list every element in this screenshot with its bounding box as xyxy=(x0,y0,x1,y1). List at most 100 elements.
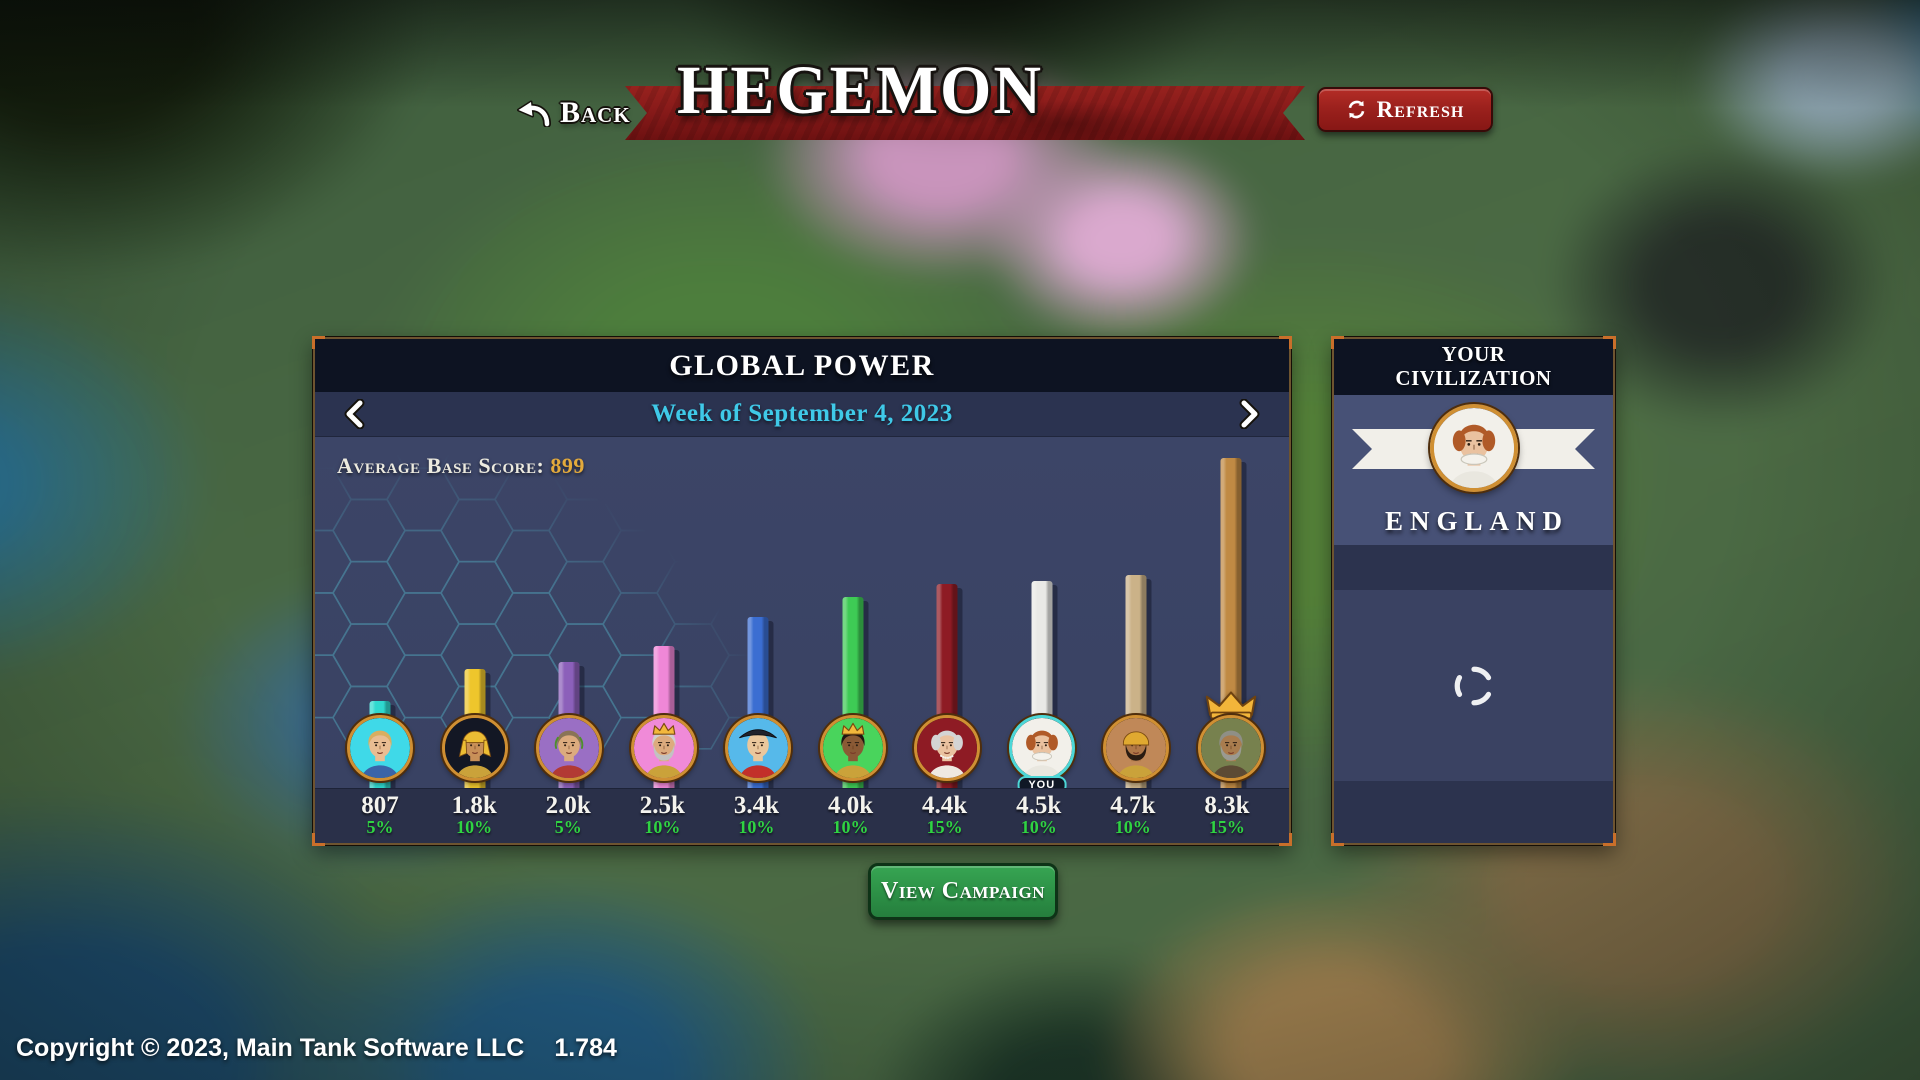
corner-accent xyxy=(1603,833,1616,846)
score-value: 8.3k xyxy=(1204,792,1250,819)
corner-accent xyxy=(1331,336,1344,349)
leader-column xyxy=(806,437,901,788)
leader-column xyxy=(522,437,617,788)
chevron-left-icon xyxy=(344,398,365,430)
leader-column xyxy=(617,437,712,788)
score-value: 2.5k xyxy=(639,792,685,819)
leader-column xyxy=(333,437,428,788)
average-score-value: 899 xyxy=(550,453,585,478)
leader-column xyxy=(428,437,523,788)
score-value: 807 xyxy=(361,792,399,819)
refresh-button-label: Refresh xyxy=(1376,96,1465,122)
score-band: 807 5% 1.8k 10% 2.0k 5% 2.5k 10% 3.4k 10… xyxy=(315,788,1289,843)
copyright-label: Copyright © 2023, Main Tank Software LLC xyxy=(16,1034,525,1062)
england-banner xyxy=(1334,404,1613,492)
leader-columns: YOU xyxy=(333,437,1278,788)
corner-accent xyxy=(1279,833,1292,846)
score-growth: 10% xyxy=(738,817,775,837)
previous-week-button[interactable] xyxy=(339,397,373,431)
leader-score: 807 5% xyxy=(333,792,427,843)
banner-ribbon-left xyxy=(1352,429,1440,469)
score-growth: 10% xyxy=(456,817,493,837)
leader-score: 1.8k 10% xyxy=(427,792,521,843)
score-growth: 15% xyxy=(1208,817,1245,837)
loading-spinner-icon xyxy=(1454,666,1491,705)
title-ribbon xyxy=(625,86,1305,140)
corner-accent xyxy=(1331,833,1344,846)
score-value: 4.4k xyxy=(922,792,968,819)
your-civilization-panel: YOUR CIVILIZATION ENGLAND xyxy=(1331,336,1616,846)
back-button-label: Back xyxy=(560,96,631,129)
next-week-button[interactable] xyxy=(1231,397,1265,431)
leader-portrait[interactable] xyxy=(819,715,886,781)
civilization-header: YOUR CIVILIZATION xyxy=(1334,339,1613,395)
leader-score: 2.5k 10% xyxy=(615,792,709,843)
corner-accent xyxy=(1279,336,1292,349)
england-leader-portrait xyxy=(1429,404,1518,492)
score-growth: 10% xyxy=(1114,817,1151,837)
back-button[interactable]: Back xyxy=(516,96,631,130)
leader-column: YOU xyxy=(995,437,1090,788)
panel-header: GLOBAL POWER xyxy=(315,339,1289,392)
score-value: 3.4k xyxy=(733,792,779,819)
score-growth: 5% xyxy=(366,817,394,837)
leader-column xyxy=(1184,437,1279,788)
banner-ribbon-right xyxy=(1507,429,1595,469)
leader-portrait[interactable] xyxy=(914,715,981,781)
panel-divider xyxy=(1334,545,1613,590)
global-power-panel: GLOBAL POWER Week of September 4, 2023 xyxy=(312,336,1292,846)
power-chart: Average Base Score: 899 xyxy=(315,437,1289,788)
back-arrow-icon xyxy=(517,100,551,127)
score-growth: 10% xyxy=(644,817,681,837)
leader-score: 4.5k 10% xyxy=(992,792,1086,843)
copyright-text: Copyright © 2023, Main Tank Software LLC… xyxy=(16,1034,617,1063)
leader-portrait[interactable] xyxy=(347,715,414,781)
leader-portrait[interactable] xyxy=(725,715,792,781)
corner-accent xyxy=(312,833,325,846)
version-number: 1.784 xyxy=(554,1034,617,1062)
civilization-info: ENGLAND xyxy=(1334,395,1613,545)
leader-score: 4.7k 10% xyxy=(1086,792,1180,843)
civilization-header-label: YOUR CIVILIZATION xyxy=(1395,342,1552,390)
leader-portrait[interactable] xyxy=(630,715,697,781)
score-value: 2.0k xyxy=(545,792,591,819)
panel-title: GLOBAL POWER xyxy=(669,348,935,382)
leader-portrait[interactable] xyxy=(1008,715,1075,781)
score-growth: 10% xyxy=(1020,817,1057,837)
you-badge: YOU xyxy=(1017,776,1067,788)
score-growth: 15% xyxy=(926,817,963,837)
panel-footer-strip xyxy=(1334,781,1613,843)
nation-name: ENGLAND xyxy=(1384,506,1569,536)
hex-globe-decoration xyxy=(315,437,1015,788)
leader-portrait[interactable] xyxy=(1197,715,1264,781)
score-value: 4.7k xyxy=(1110,792,1156,819)
score-value: 1.8k xyxy=(451,792,497,819)
view-campaign-button[interactable]: View Campaign xyxy=(868,863,1058,920)
game-title: HEGEMON xyxy=(676,52,1043,129)
leader-portrait[interactable] xyxy=(536,715,603,781)
leader-portrait[interactable] xyxy=(441,715,508,781)
leader-score: 4.0k 10% xyxy=(803,792,897,843)
refresh-button[interactable]: Refresh xyxy=(1317,87,1493,132)
leader-column xyxy=(900,437,995,788)
leader-score: 3.4k 10% xyxy=(709,792,803,843)
leader-score: 2.0k 5% xyxy=(521,792,615,843)
leader-score: 8.3k 15% xyxy=(1180,792,1274,843)
leader-portrait[interactable] xyxy=(1103,715,1170,781)
week-selector: Week of September 4, 2023 xyxy=(315,392,1289,437)
leader-column xyxy=(711,437,806,788)
civilization-status-area xyxy=(1334,590,1613,781)
leader-column xyxy=(1089,437,1184,788)
leader-score: 4.4k 15% xyxy=(898,792,992,843)
week-label: Week of September 4, 2023 xyxy=(651,400,953,427)
score-growth: 5% xyxy=(554,817,582,837)
score-growth: 10% xyxy=(832,817,869,837)
refresh-icon xyxy=(1348,100,1365,119)
score-value: 4.5k xyxy=(1016,792,1062,819)
corner-accent xyxy=(312,336,325,349)
chevron-right-icon xyxy=(1239,398,1260,430)
score-value: 4.0k xyxy=(827,792,874,819)
average-base-score: Average Base Score: 899 xyxy=(337,453,585,479)
corner-accent xyxy=(1603,336,1616,349)
